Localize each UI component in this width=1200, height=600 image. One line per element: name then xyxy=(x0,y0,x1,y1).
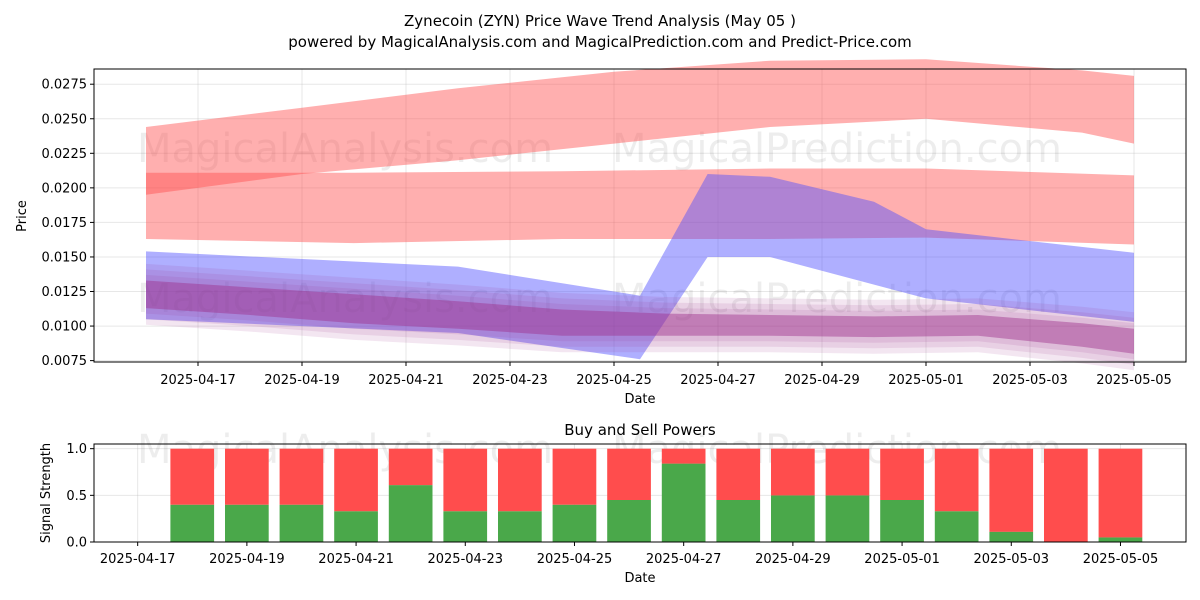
signal-axes-frame xyxy=(93,443,1187,543)
price-band-echo xyxy=(146,274,1134,360)
buy-bar xyxy=(825,495,870,542)
signal-bars xyxy=(170,448,1143,542)
sell-bar xyxy=(880,448,924,500)
price-x-ticks: 2025-04-17 2025-04-19 2025-04-21 2025-04-23… xyxy=(160,362,1172,388)
sell-bar xyxy=(1098,448,1143,538)
sell-bar xyxy=(716,448,761,500)
buy-bar xyxy=(934,511,979,542)
watermark-analysis: MagicalAnalysis.com xyxy=(137,126,553,172)
chart-subtitle: powered by MagicalAnalysis.com and Magic… xyxy=(288,33,912,51)
signal-x-tick-label: 2025-04-25 xyxy=(537,552,613,567)
price-y-tick-label: 0.0275 xyxy=(42,78,88,93)
buy-bar xyxy=(279,504,324,542)
signal-x-tick-label: 2025-04-29 xyxy=(755,552,831,567)
signal-x-ticks: 2025-04-17 2025-04-19 2025-04-21 2025-04-23… xyxy=(100,542,1158,567)
price-y-tick-label: 0.0250 xyxy=(42,112,88,127)
price-x-tick-label: 2025-04-29 xyxy=(784,373,860,388)
sell-bar xyxy=(552,448,597,505)
signal-x-tick-label: 2025-04-17 xyxy=(100,552,176,567)
price-bands xyxy=(146,59,1134,371)
price-band-echo xyxy=(146,269,1134,365)
price-y-tick-label: 0.0125 xyxy=(42,285,88,300)
signal-x-tick-label: 2025-04-19 xyxy=(209,552,285,567)
signal-y-tick-label: 0.5 xyxy=(66,489,87,504)
price-y-tick-label: 0.0075 xyxy=(42,354,88,369)
watermark-analysis: MagicalAnalysis.com xyxy=(137,276,553,322)
sell-bar xyxy=(607,448,651,500)
buy-bar xyxy=(880,500,924,542)
buy-bar xyxy=(1098,537,1143,542)
buy-bar xyxy=(498,511,542,542)
sell-bar xyxy=(388,448,433,486)
price-x-tick-label: 2025-04-25 xyxy=(576,373,652,388)
price-grid xyxy=(94,69,1186,362)
sell-bar xyxy=(934,448,979,512)
sell-bar xyxy=(1044,448,1088,542)
price-y-tick-label: 0.0100 xyxy=(42,320,88,335)
signal-x-tick-label: 2025-04-27 xyxy=(646,552,722,567)
price-y-tick-label: 0.0150 xyxy=(42,250,88,265)
sell-bar xyxy=(825,448,870,496)
price-x-tick-label: 2025-04-21 xyxy=(368,373,444,388)
sell-bar xyxy=(334,448,378,512)
signal-y-tick-label: 1.0 xyxy=(66,442,87,457)
buy-bar xyxy=(661,463,706,542)
sell-bar xyxy=(279,448,324,505)
sell-bar xyxy=(443,448,488,512)
price-x-label: Date xyxy=(624,392,655,407)
buy-bar xyxy=(225,504,269,542)
sell-bar xyxy=(498,448,542,512)
price-axes-frame xyxy=(93,68,1187,363)
buy-bar xyxy=(552,504,597,542)
buy-bar xyxy=(170,504,215,542)
price-x-tick-label: 2025-05-03 xyxy=(992,373,1068,388)
price-watermarks: MagicalAnalysis.com MagicalPrediction.co… xyxy=(137,126,1062,322)
signal-x-label: Date xyxy=(624,571,655,586)
signal-x-tick-label: 2025-04-23 xyxy=(427,552,503,567)
signal-title: Buy and Sell Powers xyxy=(564,421,716,439)
sell-bar xyxy=(225,448,269,505)
price-x-tick-label: 2025-04-27 xyxy=(680,373,756,388)
buy-bar xyxy=(334,511,378,542)
sell-bar xyxy=(989,448,1034,532)
buy-bar xyxy=(443,511,488,542)
signal-panel: Buy and Sell Powers MagicalAnalysis.com … xyxy=(39,421,1187,586)
signal-y-tick-label: 0.0 xyxy=(66,536,87,551)
sell-bar xyxy=(661,448,706,464)
price-x-tick-label: 2025-04-17 xyxy=(160,373,236,388)
price-band-purple xyxy=(146,280,1134,354)
price-x-tick-label: 2025-04-19 xyxy=(264,373,340,388)
buy-bar xyxy=(607,500,651,542)
price-x-tick-label: 2025-05-05 xyxy=(1096,373,1172,388)
price-x-tick-label: 2025-04-23 xyxy=(472,373,548,388)
signal-x-tick-label: 2025-05-03 xyxy=(973,552,1049,567)
price-y-label: Price xyxy=(15,200,30,232)
price-y-tick-label: 0.0175 xyxy=(42,216,88,231)
signal-x-tick-label: 2025-05-01 xyxy=(864,552,940,567)
price-x-tick-label: 2025-05-01 xyxy=(888,373,964,388)
signal-y-label: Signal Strength xyxy=(39,443,54,543)
price-band-echo xyxy=(146,263,1134,371)
sell-bar xyxy=(170,448,215,505)
watermark-prediction: MagicalPrediction.com xyxy=(612,126,1062,172)
price-band-red xyxy=(146,168,1134,245)
watermark-prediction: MagicalPrediction.com xyxy=(612,276,1062,322)
price-panel: MagicalAnalysis.com MagicalPrediction.co… xyxy=(15,59,1187,407)
chart-title: Zynecoin (ZYN) Price Wave Trend Analysis… xyxy=(404,12,796,30)
price-y-ticks: 0.0075 0.0100 0.0125 0.0150 0.0175 0.0200 0.02… xyxy=(42,78,94,369)
buy-bar xyxy=(716,500,761,542)
signal-x-tick-label: 2025-05-05 xyxy=(1083,552,1159,567)
price-y-tick-label: 0.0200 xyxy=(42,181,88,196)
buy-bar xyxy=(388,485,433,542)
price-y-tick-label: 0.0225 xyxy=(42,147,88,162)
signal-y-ticks: 0.0 0.5 1.0 xyxy=(66,442,94,551)
price-band-blue xyxy=(146,174,1134,360)
signal-x-tick-label: 2025-04-21 xyxy=(318,552,394,567)
sell-bar xyxy=(771,448,815,496)
buy-bar xyxy=(989,531,1034,542)
buy-bar xyxy=(771,495,815,542)
price-band-red xyxy=(146,59,1134,195)
